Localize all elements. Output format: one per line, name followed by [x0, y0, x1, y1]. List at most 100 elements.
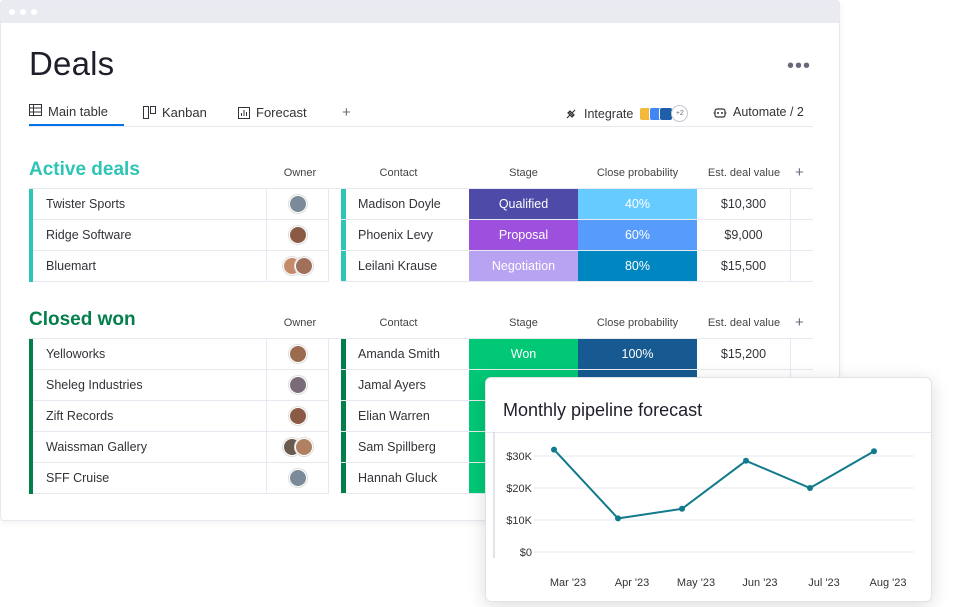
x-tick-label: Jul '23	[808, 577, 839, 589]
column-header-stage: Stage	[509, 167, 538, 179]
table-row[interactable]: Ridge Software Phoenix Levy Proposal 60% $9,…	[29, 220, 813, 251]
contact-cell[interactable]: Hannah Gluck	[358, 471, 438, 485]
column-gap	[329, 463, 341, 494]
column-gap	[329, 401, 341, 432]
group-color-bar	[29, 370, 33, 401]
data-point	[871, 448, 877, 455]
owner-cell[interactable]	[267, 463, 329, 493]
deal-name-cell[interactable]: Zift Records	[29, 401, 267, 431]
integrate-button[interactable]: Integrate +2	[564, 105, 689, 122]
data-point	[679, 505, 685, 512]
contact-color-bar	[341, 463, 346, 493]
probability-cell[interactable]: 80%	[578, 251, 697, 281]
column-header-stage: Stage	[509, 317, 538, 329]
deal-value-cell[interactable]: $15,200	[697, 339, 791, 369]
window-titlebar	[1, 1, 839, 23]
column-gap	[329, 251, 341, 282]
stage-status-cell[interactable]: Qualified	[469, 189, 578, 219]
deal-name-cell[interactable]: Bluemart	[29, 251, 267, 281]
deal-name-cell[interactable]: Waissman Gallery	[29, 432, 267, 462]
column-header-owner: Owner	[283, 317, 317, 329]
deal-value-cell[interactable]: $15,500	[697, 251, 791, 281]
stage-status-cell[interactable]: Won	[469, 339, 578, 369]
table-icon	[29, 104, 42, 116]
probability-cell[interactable]: 40%	[578, 189, 697, 219]
avatar	[288, 195, 307, 213]
tab-label: Forecast	[256, 105, 307, 120]
deal-name-cell[interactable]: Ridge Software	[29, 220, 267, 250]
group-color-bar	[29, 189, 33, 220]
y-tick-label: $0	[520, 547, 532, 559]
group-color-bar	[29, 339, 33, 370]
contact-cell[interactable]: Elian Warren	[358, 409, 430, 423]
deal-value-cell[interactable]: $9,000	[697, 220, 791, 250]
owner-cell[interactable]	[267, 401, 329, 431]
stage-status-cell[interactable]: Proposal	[469, 220, 578, 250]
x-tick-label: Jun '23	[742, 577, 777, 589]
contact-cell[interactable]: Sam Spillberg	[358, 440, 436, 454]
column-gap	[329, 220, 341, 251]
window-dot	[20, 9, 26, 15]
table-row[interactable]: Yelloworks Amanda Smith Won 100% $15,200	[29, 339, 813, 370]
deal-name-cell[interactable]: Twister Sports	[29, 189, 267, 219]
deal-name-cell[interactable]: Sheleg Industries	[29, 370, 267, 400]
probability-cell[interactable]: 60%	[578, 220, 697, 250]
group-table: Twister Sports Madison Doyle Qualified 40% $…	[29, 188, 813, 282]
owner-cell[interactable]	[267, 432, 329, 462]
group-title-closed-won[interactable]: Closed won	[29, 309, 136, 330]
avatar	[288, 469, 307, 487]
x-tick-label: May '23	[677, 577, 715, 589]
tab-label: Kanban	[162, 105, 207, 120]
kanban-icon	[143, 106, 156, 119]
add-column-button[interactable]: +	[795, 314, 804, 331]
group-color-bar	[29, 432, 33, 463]
owner-cell[interactable]	[267, 220, 329, 250]
owner-cell[interactable]	[267, 370, 329, 400]
x-tick-label: Aug '23	[870, 577, 907, 589]
automate-label: Automate / 2	[733, 105, 804, 119]
probability-cell[interactable]: 100%	[578, 339, 697, 369]
data-point	[615, 515, 621, 522]
deal-name-cell[interactable]: Yelloworks	[29, 339, 267, 369]
table-row[interactable]: Twister Sports Madison Doyle Qualified 40% $…	[29, 189, 813, 220]
contact-color-bar	[341, 432, 346, 462]
owner-cell[interactable]	[267, 251, 329, 281]
contact-color-bar	[341, 251, 346, 281]
x-tick-label: Apr '23	[615, 577, 650, 589]
deal-value-cell[interactable]: $10,300	[697, 189, 791, 219]
view-tabs: Main table Kanban Forecast + Integrate +…	[29, 101, 813, 127]
column-gap	[329, 370, 341, 401]
owner-cell[interactable]	[267, 189, 329, 219]
column-gap	[329, 339, 341, 370]
tab-kanban[interactable]: Kanban	[143, 105, 207, 120]
contact-cell[interactable]: Madison Doyle	[358, 197, 441, 211]
contact-cell[interactable]: Jamal Ayers	[358, 378, 426, 392]
tab-forecast[interactable]: Forecast	[238, 105, 307, 120]
group-title-active[interactable]: Active deals	[29, 159, 140, 180]
chart-title: Monthly pipeline forecast	[503, 400, 703, 420]
avatar	[294, 438, 313, 456]
contact-cell[interactable]: Phoenix Levy	[358, 228, 434, 242]
stage-status-cell[interactable]: Negotiation	[469, 251, 578, 281]
contact-color-bar	[341, 189, 346, 219]
table-row[interactable]: Bluemart Leilani Krause Negotiation 80% $15,…	[29, 251, 813, 282]
data-point	[743, 457, 749, 464]
deal-name-cell[interactable]: SFF Cruise	[29, 463, 267, 493]
owner-cell[interactable]	[267, 339, 329, 369]
tab-main-table[interactable]: Main table	[29, 104, 124, 126]
add-view-button[interactable]: +	[342, 104, 351, 121]
avatar	[294, 257, 313, 275]
column-gap	[329, 432, 341, 463]
add-column-button[interactable]: +	[795, 164, 804, 181]
contact-color-bar	[341, 401, 346, 431]
y-tick-label: $10K	[506, 515, 532, 527]
contact-cell[interactable]: Leilani Krause	[358, 259, 438, 273]
avatar	[288, 407, 307, 425]
data-point	[807, 485, 813, 491]
contact-cell[interactable]: Amanda Smith	[358, 347, 440, 361]
plug-icon	[566, 109, 576, 118]
automate-button[interactable]: Automate / 2	[713, 105, 804, 119]
more-options-icon[interactable]: •••	[787, 55, 812, 77]
column-header-value: Est. deal value	[707, 167, 781, 179]
column-header-probability: Close probability	[596, 317, 679, 329]
